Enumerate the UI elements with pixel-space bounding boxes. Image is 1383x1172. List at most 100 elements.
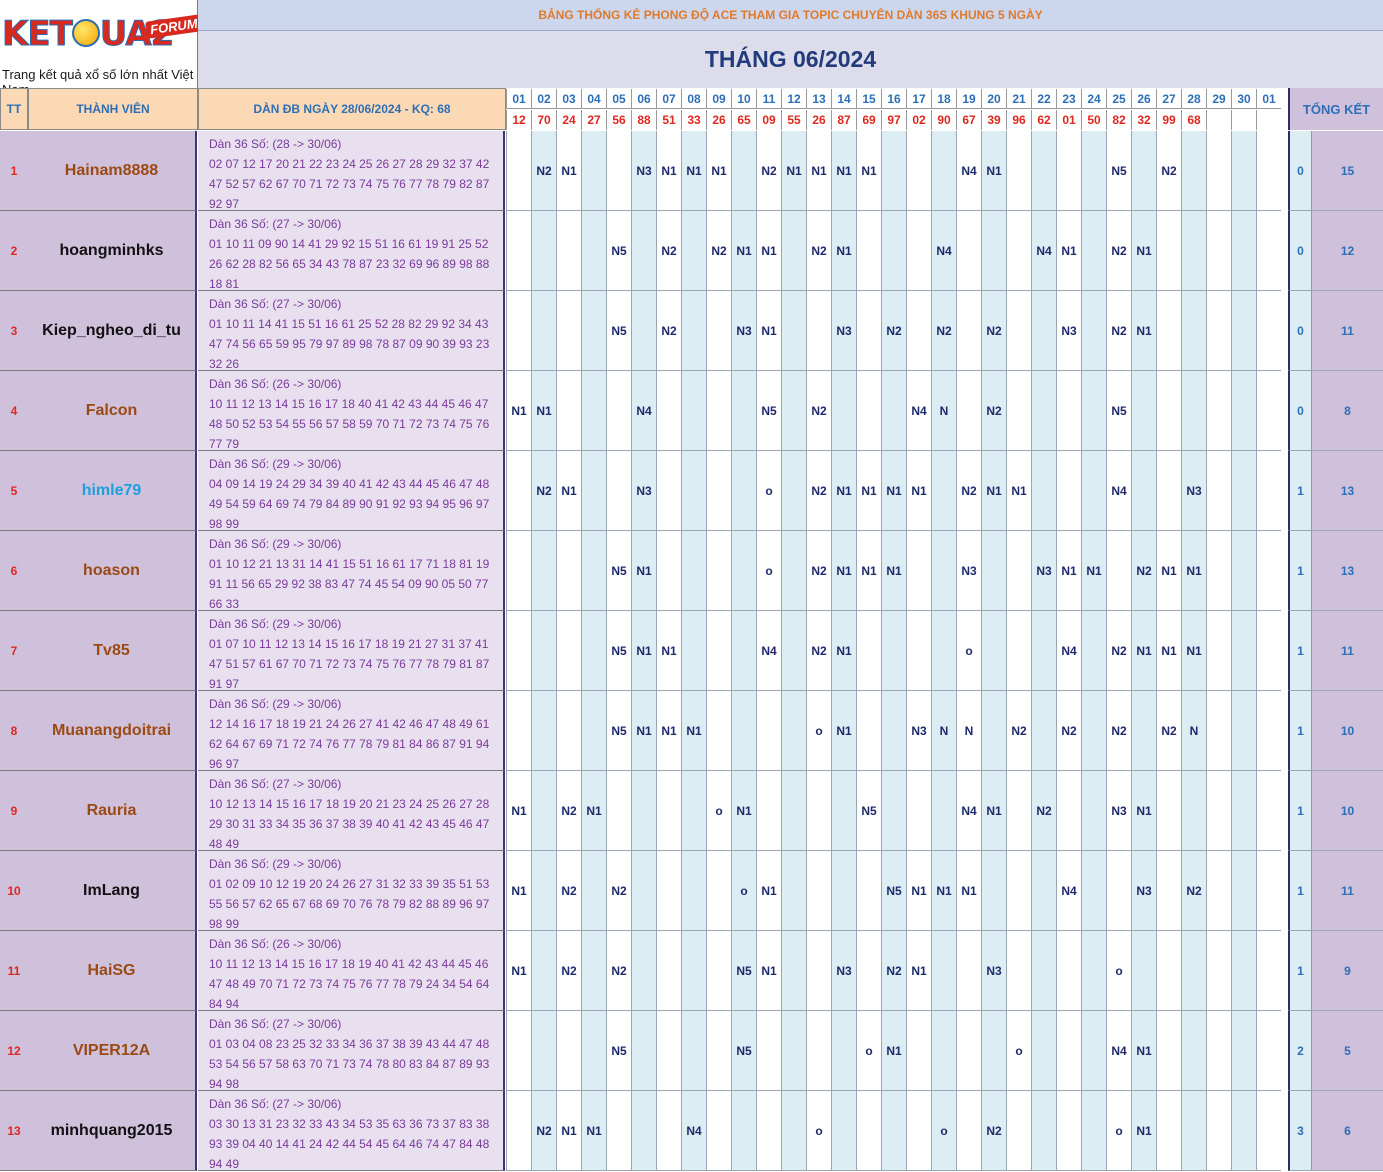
day-mark-cell bbox=[856, 691, 881, 771]
day-result: 65 bbox=[731, 110, 756, 130]
day-mark-cell: N1 bbox=[756, 291, 781, 371]
day-mark-cell: N1 bbox=[981, 451, 1006, 531]
table-row: 4 Falcon Dàn 36 Số: (26 -> 30/06) 10 11 12 … bbox=[0, 371, 1383, 451]
day-mark-cell bbox=[856, 1091, 881, 1171]
day-number: 19 bbox=[956, 89, 981, 109]
day-mark-cell bbox=[1231, 851, 1256, 931]
day-mark-cell bbox=[1131, 931, 1156, 1011]
day-mark-cell: N1 bbox=[906, 931, 931, 1011]
day-mark-cell: N5 bbox=[1106, 131, 1131, 211]
dan-numbers: 01 10 11 14 41 15 51 16 61 25 52 28 82 2… bbox=[209, 317, 490, 371]
day-mark-cell: N3 bbox=[956, 531, 981, 611]
site-logo[interactable]: KET UA2 FORUM Trang kết quả xổ số lớn nhấ… bbox=[0, 0, 203, 97]
day-mark-cell bbox=[1231, 211, 1256, 291]
day-result: 90 bbox=[931, 110, 956, 130]
day-mark-cell: N2 bbox=[531, 451, 556, 531]
day-mark-cell: N1 bbox=[1131, 1011, 1156, 1091]
day-mark-cell: o bbox=[1106, 1091, 1131, 1171]
row-index: 2 bbox=[0, 211, 28, 291]
day-mark-cell bbox=[681, 771, 706, 851]
member-name[interactable]: hoangminhks bbox=[28, 211, 197, 291]
day-mark-cell: N1 bbox=[831, 691, 856, 771]
day-mark-cell bbox=[1056, 931, 1081, 1011]
dan-title: Dàn 36 Số: (26 -> 30/06) bbox=[209, 377, 342, 391]
day-mark-cell bbox=[631, 771, 656, 851]
miss-count: 1 bbox=[1288, 771, 1311, 851]
dan-cell: Dàn 36 Số: (29 -> 30/06) 01 07 10 11 12 1… bbox=[198, 611, 505, 691]
day-mark-cell bbox=[656, 771, 681, 851]
member-name[interactable]: Rauria bbox=[28, 771, 197, 851]
day-mark-cell bbox=[1056, 451, 1081, 531]
day-mark-cell bbox=[581, 291, 606, 371]
day-mark-cell: N5 bbox=[756, 371, 781, 451]
member-name[interactable]: Kiep_ngheo_di_tu bbox=[28, 291, 197, 371]
day-mark-cell bbox=[706, 691, 731, 771]
day-mark-cell: N1 bbox=[1056, 211, 1081, 291]
dan-cell: Dàn 36 Số: (27 -> 30/06) 01 10 11 09 90 1… bbox=[198, 211, 505, 291]
day-result: 26 bbox=[806, 110, 831, 130]
day-number: 30 bbox=[1231, 89, 1256, 109]
dan-title: Dàn 36 Số: (29 -> 30/06) bbox=[209, 617, 342, 631]
day-mark-cell: N4 bbox=[931, 211, 956, 291]
day-number: 08 bbox=[681, 89, 706, 109]
day-result: 51 bbox=[656, 110, 681, 130]
table-row: 3 Kiep_ngheo_di_tu Dàn 36 Số: (27 -> 30/06… bbox=[0, 291, 1383, 371]
day-mark-cell bbox=[1256, 531, 1281, 611]
member-name[interactable]: minhquang2015 bbox=[28, 1091, 197, 1171]
day-mark-cell bbox=[781, 291, 806, 371]
day-number: 21 bbox=[1006, 89, 1031, 109]
member-name[interactable]: HaiSG bbox=[28, 931, 197, 1011]
member-name[interactable]: himle79 bbox=[28, 451, 197, 531]
day-mark-cell bbox=[956, 211, 981, 291]
day-mark-cell bbox=[1256, 211, 1281, 291]
day-mark-cell: N2 bbox=[1106, 291, 1131, 371]
day-mark-cell bbox=[581, 931, 606, 1011]
member-name[interactable]: Falcon bbox=[28, 371, 197, 451]
day-mark-cell bbox=[1206, 131, 1231, 211]
day-mark-cell: N4 bbox=[956, 771, 981, 851]
day-number: 22 bbox=[1031, 89, 1056, 109]
member-name[interactable]: hoason bbox=[28, 531, 197, 611]
day-mark-cell bbox=[1156, 211, 1181, 291]
day-mark-cell bbox=[531, 771, 556, 851]
day-mark-cell bbox=[1006, 931, 1031, 1011]
day-mark-cell: N2 bbox=[556, 931, 581, 1011]
day-mark-cell: o bbox=[756, 451, 781, 531]
day-mark-cell bbox=[1231, 771, 1256, 851]
member-name[interactable]: Tv85 bbox=[28, 611, 197, 691]
day-number: 01 bbox=[506, 89, 531, 109]
day-mark-cell: N2 bbox=[606, 931, 631, 1011]
dan-cell: Dàn 36 Số: (27 -> 30/06) 01 10 11 14 41 1… bbox=[198, 291, 505, 371]
day-result: 27 bbox=[581, 110, 606, 130]
total-score: 13 bbox=[1311, 451, 1383, 531]
day-number: 16 bbox=[881, 89, 906, 109]
day-mark-cell: N2 bbox=[981, 1091, 1006, 1171]
member-name[interactable]: ImLang bbox=[28, 851, 197, 931]
day-mark-cell bbox=[656, 531, 681, 611]
day-mark-cell bbox=[956, 291, 981, 371]
day-mark-cell: N4 bbox=[1056, 851, 1081, 931]
member-name[interactable]: VIPER12A bbox=[28, 1011, 197, 1091]
day-number: 05 bbox=[606, 89, 631, 109]
day-mark-cell bbox=[1081, 371, 1106, 451]
day-mark-cell bbox=[1031, 291, 1056, 371]
table-row: 12 VIPER12A Dàn 36 Số: (27 -> 30/06) 01 03 … bbox=[0, 1011, 1383, 1091]
dan-title: Dàn 36 Số: (29 -> 30/06) bbox=[209, 457, 342, 471]
day-mark-cell bbox=[606, 131, 631, 211]
member-name[interactable]: Muanangdoitrai bbox=[28, 691, 197, 771]
day-mark-cell bbox=[906, 531, 931, 611]
day-mark-cell: N1 bbox=[631, 531, 656, 611]
day-mark-cell: N1 bbox=[506, 771, 531, 851]
day-mark-cell: N2 bbox=[806, 531, 831, 611]
dan-numbers: 02 07 12 17 20 21 22 23 24 25 26 27 28 2… bbox=[209, 157, 490, 211]
row-index: 3 bbox=[0, 291, 28, 371]
day-mark-cell: N bbox=[931, 691, 956, 771]
day-result: 67 bbox=[956, 110, 981, 130]
day-mark-cell: N1 bbox=[831, 451, 856, 531]
day-mark-cell: N2 bbox=[706, 211, 731, 291]
member-name[interactable]: Hainam8888 bbox=[28, 131, 197, 211]
day-mark-cell bbox=[806, 1011, 831, 1091]
dan-cell: Dàn 36 Số: (29 -> 30/06) 12 14 16 17 18 1… bbox=[198, 691, 505, 771]
day-mark-cell bbox=[881, 371, 906, 451]
